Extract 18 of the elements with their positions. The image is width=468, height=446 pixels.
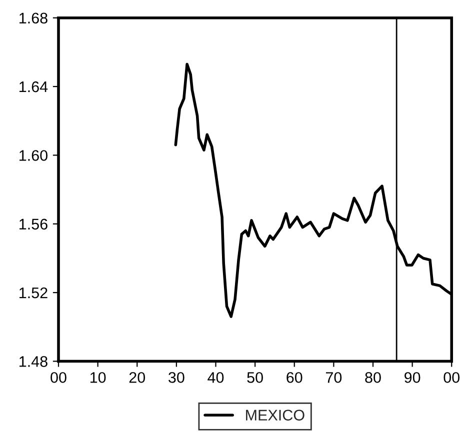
y-tick-label: 1.52 bbox=[20, 287, 48, 298]
y-tick-label: 1.60 bbox=[20, 150, 48, 161]
x-tick-label: 30 bbox=[168, 372, 184, 383]
x-tick-label: 00 bbox=[50, 372, 66, 383]
y-tick-label: 1.68 bbox=[20, 12, 48, 24]
y-tick-label: 1.64 bbox=[20, 81, 48, 92]
x-tick-label: 60 bbox=[286, 372, 302, 383]
x-tick-label: 10 bbox=[90, 372, 106, 383]
x-tick-label: 50 bbox=[247, 372, 263, 383]
x-tick-label: 00 bbox=[444, 372, 460, 383]
x-tick-label: 80 bbox=[365, 372, 381, 383]
x-tick-label: 40 bbox=[208, 372, 224, 383]
y-tick-label: 1.48 bbox=[20, 356, 48, 367]
legend-label: MEXICO bbox=[246, 410, 304, 421]
x-tick-label: 20 bbox=[129, 372, 146, 383]
y-tick-label: 1.56 bbox=[20, 218, 48, 230]
x-tick-label: 90 bbox=[404, 372, 420, 383]
x-tick-label: 70 bbox=[326, 372, 342, 383]
